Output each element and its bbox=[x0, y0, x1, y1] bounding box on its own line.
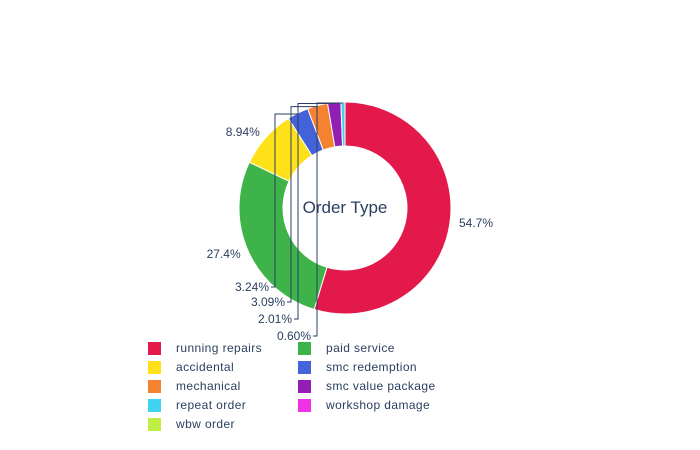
legend-item-paid-service[interactable]: paid service bbox=[298, 339, 395, 357]
slice-repeat-order[interactable] bbox=[340, 101, 346, 147]
leader-line-smc-redemption bbox=[271, 113, 299, 288]
slice-label-smc-redemption: 3.24% bbox=[235, 280, 269, 294]
leader-line-smc-value-package bbox=[294, 103, 335, 320]
legend-swatch bbox=[298, 341, 311, 355]
legend-swatch bbox=[148, 360, 161, 374]
donut-slices bbox=[238, 101, 452, 315]
legend-label: accidental bbox=[176, 360, 235, 374]
legend-swatch bbox=[148, 379, 161, 393]
slice-label-accidental: 8.94% bbox=[226, 125, 260, 139]
legend-label: workshop damage bbox=[326, 398, 431, 412]
slice-labels: 54.7% 27.4% 8.94% 3.24%3.09% 2.01% 0.60% bbox=[207, 125, 494, 343]
legend-swatch bbox=[298, 379, 311, 393]
legend-label: wbw order bbox=[176, 417, 235, 431]
legend-label: smc redemption bbox=[326, 360, 417, 374]
legend-item-accidental[interactable]: accidental bbox=[148, 358, 234, 376]
legend-swatch bbox=[298, 360, 311, 374]
legend-label: running repairs bbox=[176, 341, 263, 355]
slice-label-running-repairs: 54.7% bbox=[459, 216, 493, 230]
legend-item-wbw-order[interactable]: wbw order bbox=[148, 415, 235, 433]
legend-swatch bbox=[148, 398, 161, 412]
slice-label-smc-value-package: 2.01% bbox=[258, 312, 292, 326]
legend-swatch bbox=[298, 398, 311, 412]
legend-label: repeat order bbox=[176, 398, 247, 412]
legend-swatch bbox=[148, 341, 161, 355]
legend-item-mechanical[interactable]: mechanical bbox=[148, 377, 241, 395]
chart-title: Order Type bbox=[303, 198, 388, 217]
legend-item-smc-redemption[interactable]: smc redemption bbox=[298, 358, 417, 376]
leader-lines bbox=[271, 102, 343, 337]
slice-label-repeat-order: 0.60% bbox=[277, 329, 311, 343]
legend-label: smc value package bbox=[326, 379, 436, 393]
legend-swatch bbox=[148, 417, 161, 431]
leader-line-mechanical bbox=[287, 106, 318, 303]
slice-label-paid-service: 27.4% bbox=[207, 247, 241, 261]
legend-item-workshop-damage[interactable]: workshop damage bbox=[298, 396, 430, 414]
slice-label-mechanical: 3.09% bbox=[251, 295, 285, 309]
legend-label: paid service bbox=[326, 341, 395, 355]
slice-running-repairs[interactable] bbox=[313, 101, 452, 315]
legend-label: mechanical bbox=[176, 379, 241, 393]
legend-item-running-repairs[interactable]: running repairs bbox=[148, 339, 262, 357]
leader-line-repeat-order bbox=[313, 102, 343, 337]
legend-item-smc-value-package[interactable]: smc value package bbox=[298, 377, 436, 395]
legend-item-repeat-order[interactable]: repeat order bbox=[148, 396, 246, 414]
